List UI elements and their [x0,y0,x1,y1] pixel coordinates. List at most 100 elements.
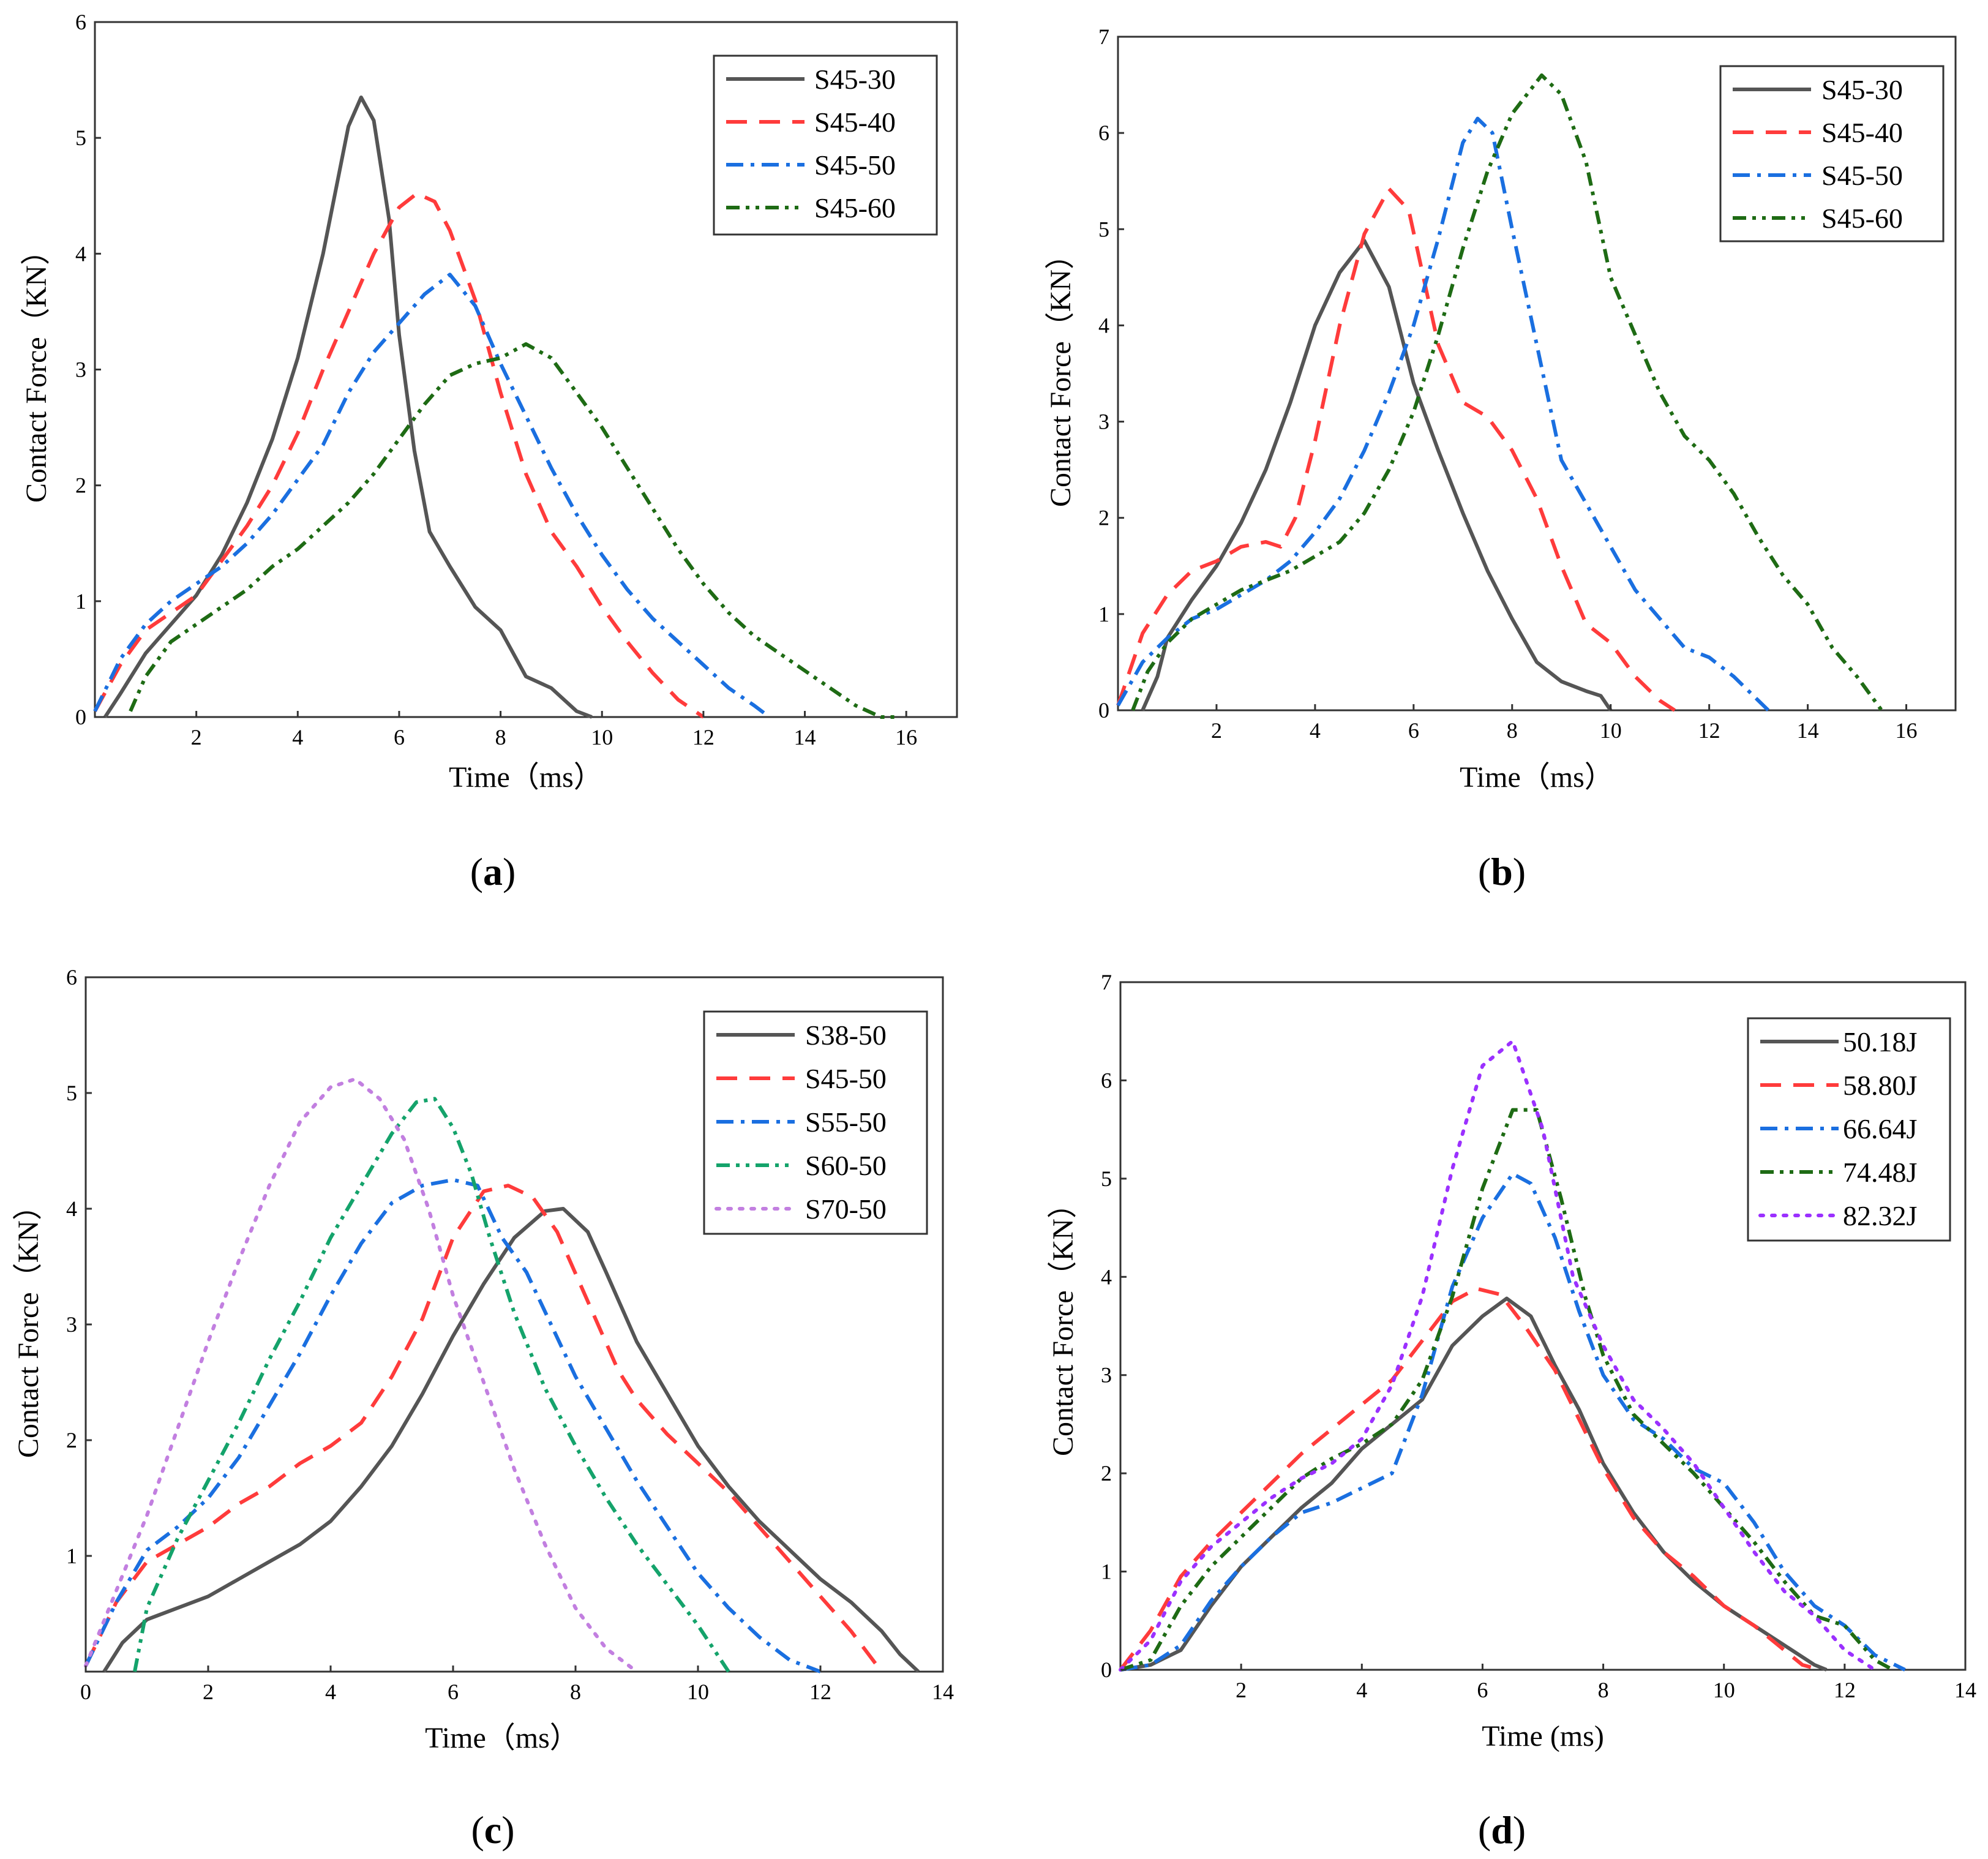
x-tick-label-d: 10 [1713,1678,1735,1702]
y-tick-label-c: 2 [66,1428,77,1452]
panel-letter-c: c [484,1808,501,1852]
x-tick-label-b: 2 [1211,718,1222,743]
legend-label-c: S45-50 [805,1063,887,1094]
panel-letter-d: d [1491,1808,1513,1852]
series-line-d-82-32j [1119,1039,1877,1672]
y-ticks-b: 0 1 2 3 4 5 6 7 [1098,24,1124,723]
plot-frame-d [1119,981,1967,1671]
panel-letter-a: a [483,850,503,893]
y-tick-label-b: 0 [1098,698,1109,723]
x-axis-label-a: Time（ms） [449,761,603,794]
x-tick-label-c: 0 [80,1680,91,1704]
series-group-d [1119,1039,1906,1672]
y-tick-label-a: 2 [75,473,86,498]
x-tick-label-a: 8 [495,725,506,749]
series-line-a-s45-40 [93,192,705,719]
y-tick-label-c: 4 [66,1196,77,1221]
legend-b: S45-30 S45-40 S45-50 S45-60 [1719,65,1945,242]
x-tick-label-b: 4 [1310,718,1321,743]
y-tick-label-a: 3 [75,358,86,382]
series-line-a-s45-50 [93,272,771,719]
x-tick-label-d: 8 [1598,1678,1609,1702]
legend-label-c: S70-50 [805,1193,887,1225]
y-axis-label-b: Contact Force（KN） [1045,240,1077,507]
series-line-a-s45-60 [129,342,896,719]
x-tick-label-a: 2 [191,725,202,749]
legend-box-a [713,54,938,236]
y-ticks-d: 0 1 2 3 4 5 6 7 [1101,970,1127,1682]
x-tick-label-a: 12 [692,725,715,749]
x-axis-label-d: Time (ms) [1482,1720,1604,1752]
legend-c: S38-50 S45-50 S55-50 S60-50 S70-50 [703,1010,928,1235]
plot-frame-b [1117,36,1957,712]
panel-letter-b: b [1491,850,1513,893]
legend-box-b [1719,65,1945,242]
legend-label-c: S38-50 [805,1020,887,1051]
y-tick-label-a: 6 [75,10,86,34]
y-tick-label-b: 7 [1098,24,1109,49]
x-tick-label-b: 6 [1408,718,1419,743]
x-tick-label-a: 10 [591,725,613,749]
x-tick-label-b: 12 [1698,718,1720,743]
series-line-c-s38-50 [102,1207,920,1673]
legend-label-c: S55-50 [805,1106,887,1138]
series-line-b-s45-40 [1116,187,1676,712]
x-ticks-b: 2 4 6 8 10 12 14 16 [1211,704,1918,743]
legend-label-d: 50.18J [1843,1026,1917,1057]
series-group-c [84,1077,920,1673]
y-tick-label-c: 5 [66,1081,77,1105]
y-axis-label-d: Contact Force（KN） [1047,1189,1079,1456]
y-tick-label-d: 5 [1101,1166,1112,1191]
y-tick-label-d: 0 [1101,1658,1112,1682]
y-tick-label-d: 3 [1101,1363,1112,1388]
x-tick-label-c: 8 [570,1680,581,1704]
x-ticks-a: 2 4 6 8 10 12 14 16 [191,711,917,749]
y-tick-label-b: 2 [1098,506,1109,530]
y-tick-label-a: 0 [75,705,86,729]
x-ticks-d: 2 4 6 8 10 12 14 [1236,1664,1976,1702]
x-tick-label-a: 4 [292,725,303,749]
y-ticks-c: 1 2 3 4 5 6 [66,965,92,1568]
y-ticks-a: 0 1 2 3 4 5 6 [75,10,101,729]
panel-label-d: (d) [1478,1808,1526,1852]
x-tick-label-d: 14 [1954,1678,1976,1702]
x-tick-label-d: 6 [1477,1678,1488,1702]
x-tick-label-b: 14 [1797,718,1819,743]
x-tick-label-c: 6 [448,1680,459,1704]
legend-label-b: S45-30 [1821,74,1903,105]
y-tick-label-d: 1 [1101,1560,1112,1584]
y-tick-label-a: 4 [75,241,86,266]
legend-label-a: S45-30 [814,64,896,95]
panel-label-c: (c) [471,1808,514,1852]
series-line-c-s60-50 [133,1097,730,1673]
y-tick-label-c: 1 [66,1544,77,1568]
x-tick-label-c: 10 [687,1680,709,1704]
x-tick-label-b: 16 [1896,718,1918,743]
y-tick-label-a: 1 [75,589,86,614]
x-tick-label-a: 6 [394,725,405,749]
legend-label-a: S45-60 [814,192,896,223]
legend-label-b: S45-60 [1821,203,1903,234]
series-line-d-74-48j [1120,1108,1894,1672]
panel-label-a: (a) [470,850,516,893]
series-line-d-66-64j [1120,1171,1906,1672]
x-tick-label-d: 2 [1236,1678,1247,1702]
legend-a: S45-30 S45-40 S45-50 S45-60 [713,54,938,236]
x-tick-label-d: 4 [1356,1678,1367,1702]
x-tick-label-b: 10 [1600,718,1622,743]
legend-label-c: S60-50 [805,1150,887,1181]
x-tick-label-a: 16 [895,725,917,749]
x-tick-label-d: 12 [1834,1678,1856,1702]
legend-label-d: 74.48J [1843,1157,1917,1188]
x-axis-label-c: Time（ms） [425,1722,579,1754]
y-axis-label-a: Contact Force（KN） [20,236,53,503]
y-tick-label-d: 6 [1101,1068,1112,1092]
y-tick-label-d: 4 [1101,1264,1112,1289]
series-line-c-s70-50 [84,1077,639,1673]
x-axis-label-b: Time（ms） [1460,761,1614,794]
